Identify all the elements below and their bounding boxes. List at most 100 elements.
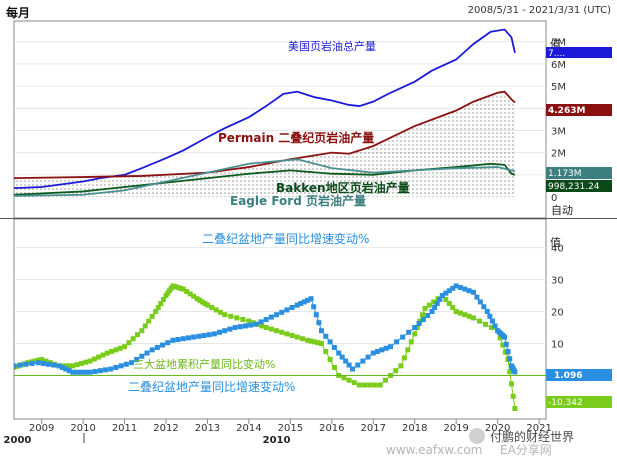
series-three-basin-yoy-point (466, 313, 472, 319)
top-auto-label[interactable]: 自动 (551, 204, 573, 217)
badge-eagle-ford-text: 1.173M (548, 169, 582, 179)
series-permian-yoy-point (118, 363, 124, 369)
series-permian-yoy-point (170, 337, 176, 343)
bottom-y-ticks: 403020100 (551, 244, 564, 383)
series-permian-yoy-point (437, 297, 443, 303)
series-three-basin-yoy-point (431, 299, 437, 305)
series-three-basin-yoy-point (405, 347, 411, 353)
permian-area-fill (14, 91, 515, 197)
series-permian-yoy-point (420, 317, 426, 322)
series-three-basin-yoy-point (268, 326, 274, 332)
series-three-basin-yoy-point (477, 318, 482, 324)
series-three-basin-yoy-point (393, 368, 399, 374)
series-permian-yoy-point (165, 340, 171, 346)
series-permian-yoy-point (416, 320, 422, 326)
series-permian-yoy-point (474, 294, 480, 300)
label-us-total: 美国页岩油总产量 (288, 39, 376, 53)
series-three-basin-yoy-point (139, 328, 145, 334)
series-permian-yoy-point (323, 333, 329, 339)
series-permian-yoy-point (406, 329, 412, 335)
series-permian-yoy-point (336, 350, 342, 356)
series-permian-yoy-point (400, 334, 406, 340)
series-permian-yoy-point (503, 341, 509, 347)
x-tick-label: 2018 (402, 423, 427, 434)
series-three-basin-yoy-point (331, 364, 337, 370)
series-permian-yoy-point (443, 290, 449, 296)
series-permian-yoy-point (29, 360, 35, 366)
series-three-basin-yoy-point (483, 321, 489, 327)
series-three-basin-yoy-point (222, 312, 228, 318)
series-three-basin-yoy-point (398, 363, 404, 369)
series-three-basin-yoy-point (146, 318, 152, 324)
bottom-tick-label: 20 (551, 308, 564, 319)
series-permian-yoy-point (505, 348, 511, 354)
badge-green-text: -10.342 (548, 398, 583, 408)
series-permian-yoy-point (434, 301, 440, 307)
series-three-basin-yoy-point (209, 305, 215, 311)
x-tick-label: 2019 (443, 423, 468, 434)
series-three-basin-yoy-point (191, 293, 197, 299)
bottom-series-group (14, 283, 518, 412)
label-three-basin: 三大盆地累积产量同比变动% (133, 357, 275, 371)
series-permian-yoy-point (294, 302, 300, 308)
series-permian-yoy-point (23, 361, 29, 367)
series-three-basin-yoy-point (458, 310, 463, 316)
series-three-basin-yoy-point (362, 382, 368, 388)
series-three-basin-yoy-point (204, 302, 210, 308)
series-three-basin-yoy-point (91, 356, 97, 362)
series-permian-yoy-point (40, 360, 46, 366)
series-permian-yoy-point (487, 313, 493, 319)
series-permian-yoy-point (217, 329, 223, 335)
series-permian-yoy-point (196, 333, 202, 339)
label-eagle-ford: Eagle Ford 页岩油产量 (230, 193, 366, 208)
series-permian-yoy-point (484, 309, 490, 315)
watermark-account: 付鹏的财经世界 (490, 429, 574, 444)
top-axis-unit: 值 (550, 38, 561, 51)
series-three-basin-yoy-point (263, 324, 269, 330)
series-three-basin-yoy-point (228, 313, 234, 319)
series-three-basin-yoy-point (351, 380, 357, 386)
series-three-basin-yoy-point (135, 332, 140, 338)
series-permian-yoy-point (83, 369, 89, 375)
series-three-basin-yoy-point (259, 323, 265, 329)
date-range: 2008/5/31 - 2021/3/31 (UTC) (467, 5, 611, 16)
series-permian-yoy-point (383, 345, 389, 351)
series-permian (14, 90, 516, 180)
series-permian-yoy-point (360, 358, 366, 364)
series-permian-yoy-point (412, 324, 418, 330)
series-three-basin-yoy-point (312, 339, 318, 345)
series-three-basin-yoy-point (113, 347, 119, 353)
x-tick-label: 2009 (29, 423, 54, 434)
top-tick-label: 6M (551, 60, 566, 71)
series-permian-yoy-point (263, 317, 269, 322)
series-permian-yoy-point (92, 368, 98, 374)
series-permian-yoy-point (149, 347, 155, 353)
series-permian-yoy-point (446, 288, 452, 294)
label-permian-yoy-top: 二叠纪盆地产量同比增速变动% (202, 231, 369, 246)
series-permian-yoy-point (211, 331, 217, 337)
series-three-basin-yoy-point (250, 320, 256, 326)
series-three-basin-yoy-point (100, 352, 106, 358)
x-tick-label: 2016 (319, 423, 344, 434)
series-three-basin-yoy-point (126, 340, 132, 346)
series-bakken (14, 162, 516, 196)
series-three-basin-yoy-point (367, 382, 373, 388)
series-three-basin-yoy-point (96, 354, 102, 360)
series-three-basin-yoy-point (240, 317, 246, 322)
series-permian-yoy-point (429, 309, 435, 315)
x-tick-label: 2010 (70, 423, 95, 434)
x-tick-label: 2012 (153, 423, 178, 434)
series-permian-yoy-point (253, 321, 259, 327)
badge-us-total-text: 7.... (548, 49, 565, 59)
top-tick-label: 3M (551, 126, 566, 137)
series-permian-yoy-point (56, 363, 62, 369)
series-three-basin-yoy-point (170, 283, 176, 289)
x-axis-ticks: 2009 2010 2011 2012 2013 2014 2015 2016 2017 2018… (4, 419, 552, 446)
x-tick-label: 2014 (236, 423, 261, 434)
series-three-basin-yoy-point (180, 286, 186, 292)
series-three-basin-yoy-point (160, 297, 166, 303)
series-three-basin-yoy-point (308, 338, 314, 344)
series-three-basin-yoy-point (234, 315, 240, 321)
series-three-basin-yoy-point (158, 301, 164, 307)
badge-bakken-text: 998,231.24 (548, 182, 600, 192)
